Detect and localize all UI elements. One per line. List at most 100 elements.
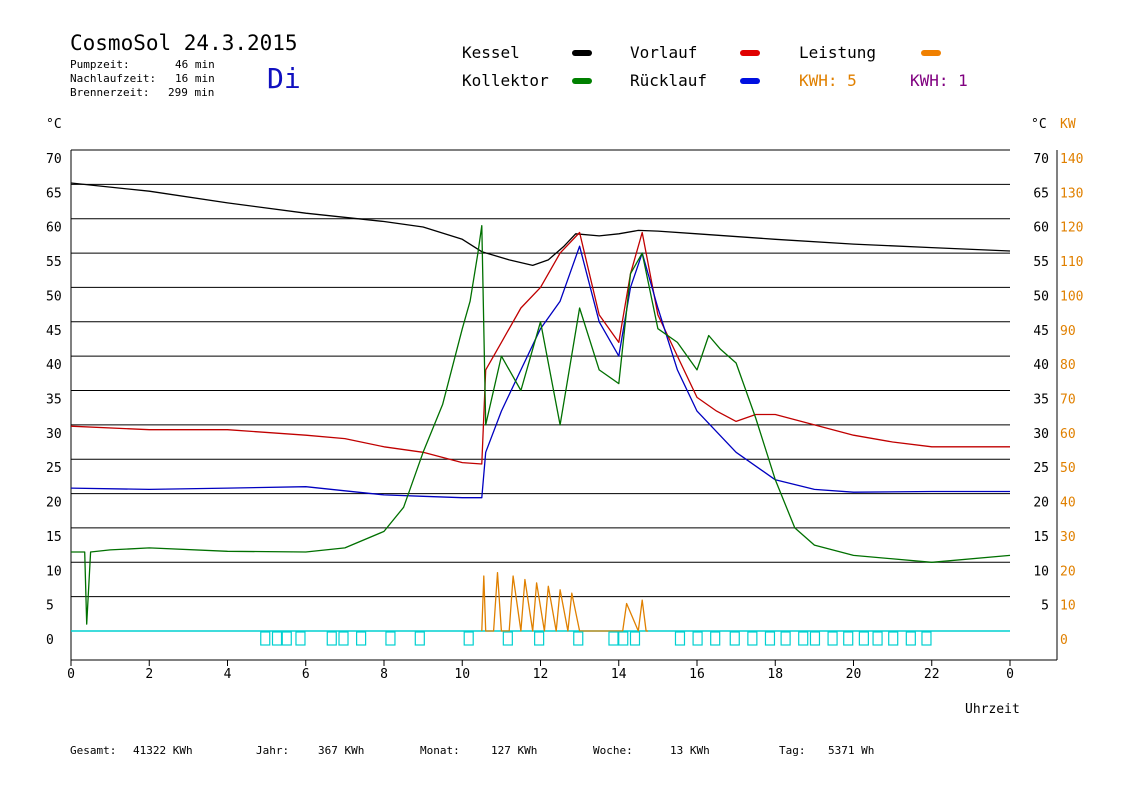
- legend-kwh-orange: KWH: 5: [799, 71, 857, 90]
- status-marker: [271, 631, 283, 646]
- footer-tag-label: Tag:: [779, 744, 806, 757]
- x-tick-label: 18: [767, 667, 783, 682]
- legend-leistung-swatch: [921, 50, 941, 56]
- status-marker: [326, 631, 337, 646]
- y-tick-label-left: 5: [46, 599, 54, 614]
- status-marker: [629, 631, 641, 646]
- y-tick-label-left: 55: [46, 255, 62, 270]
- status-marker: [710, 631, 721, 646]
- y-tick-label-left: 10: [46, 564, 62, 579]
- legend-kollektor-label: Kollektor: [462, 71, 549, 90]
- y-tick-label-right-c: 25: [1033, 461, 1049, 476]
- x-tick-label: 10: [454, 667, 470, 682]
- y-tick-label-right-c: 35: [1033, 393, 1049, 408]
- status-marker: [905, 631, 916, 646]
- axes: [70, 150, 1058, 666]
- status-marker: [260, 631, 271, 646]
- status-marker: [573, 631, 584, 646]
- y-tick-label-left: 45: [46, 324, 62, 339]
- x-axis-label: Uhrzeit: [965, 702, 1020, 717]
- status-marker: [729, 631, 740, 646]
- status-marker: [338, 631, 349, 646]
- y-tick-label-right-c: 10: [1033, 564, 1049, 579]
- status-marker: [502, 631, 513, 646]
- y-tick-label-right-c: 30: [1033, 427, 1049, 442]
- footer-gesamt-label: Gesamt:: [70, 744, 117, 757]
- y-tick-label-right-c: 50: [1033, 289, 1049, 304]
- grid-lines: [71, 149, 1010, 598]
- x-tick-label: 4: [224, 667, 232, 682]
- footer-jahr-label: Jahr:: [256, 744, 290, 757]
- status-marker: [356, 631, 367, 646]
- status-marker: [281, 631, 292, 646]
- y-tick-label-left: 40: [46, 358, 62, 373]
- legend-kessel-swatch: [572, 50, 592, 56]
- stat-label-nachlaufzeit: Nachlaufzeit:: [70, 72, 157, 85]
- y-tick-label-right-c: 20: [1033, 496, 1049, 511]
- footer-woche-label: Woche:: [593, 744, 633, 757]
- y-tick-label-left: 15: [46, 530, 62, 545]
- status-marker: [827, 631, 838, 646]
- stat-value-nachlaufzeit: 16 min: [175, 72, 215, 85]
- y-tick-label-right-kw: 100: [1060, 289, 1083, 304]
- x-tick-label: 20: [846, 667, 862, 682]
- y-tick-label-right-kw: 110: [1060, 255, 1083, 270]
- legend-kollektor-swatch: [572, 78, 592, 84]
- status-marker: [295, 631, 306, 646]
- y-tick-label-left: 35: [46, 393, 62, 408]
- x-tick-label: 12: [533, 667, 549, 682]
- y-tick-label-left: 50: [46, 289, 62, 304]
- weekday-label: Di: [267, 62, 301, 95]
- y-tick-label-right-c: 40: [1033, 358, 1049, 373]
- stat-label-brennerzeit: Brennerzeit:: [70, 86, 150, 99]
- series-line-kollektor: [71, 224, 1011, 625]
- y-tick-label-right-kw: 70: [1060, 393, 1076, 408]
- chart-title: CosmoSol 24.3.2015: [70, 31, 298, 55]
- y-tick-label-right-c: 65: [1033, 186, 1049, 201]
- y-tick-label-right-kw: 80: [1060, 358, 1076, 373]
- x-tick-label: 16: [689, 667, 705, 682]
- y-axis-right-unit-kw: KW: [1060, 117, 1076, 132]
- status-marker: [608, 631, 619, 646]
- x-tick-label: 0: [1006, 667, 1014, 682]
- y-tick-label-left: 20: [46, 496, 62, 511]
- y-tick-label-left: 60: [46, 221, 62, 236]
- footer-monat-value: 127 KWh: [491, 744, 538, 757]
- y-tick-label-right-kw: 40: [1060, 496, 1076, 511]
- legend-kwh-purple: KWH: 1: [910, 71, 968, 90]
- y-tick-label-right-c: 55: [1033, 255, 1049, 270]
- status-marker: [414, 631, 425, 646]
- x-tick-label: 6: [302, 667, 310, 682]
- status-marker: [463, 631, 474, 646]
- stat-value-brennerzeit: 299 min: [168, 86, 215, 99]
- y-tick-label-right-kw: 20: [1060, 564, 1076, 579]
- footer-jahr-value: 367 KWh: [318, 744, 365, 757]
- legend-leistung-label: Leistung: [799, 43, 877, 62]
- y-tick-label-left: 0: [46, 633, 54, 648]
- x-tick-label: 0: [67, 667, 75, 682]
- y-tick-label-right-kw: 130: [1060, 186, 1083, 201]
- y-tick-label-right-kw: 140: [1060, 152, 1083, 167]
- y-tick-label-right-kw: 50: [1060, 461, 1076, 476]
- y-tick-label-right-c: 60: [1033, 221, 1049, 236]
- y-tick-label-right-c: 15: [1033, 530, 1049, 545]
- footer-woche-value: 13 KWh: [670, 744, 710, 757]
- status-marker: [618, 631, 629, 646]
- y-tick-label-left: 25: [46, 461, 62, 476]
- x-tick-label: 8: [380, 667, 388, 682]
- series-line-vorlauf: [70, 231, 1010, 465]
- footer-gesamt-value: 41322 KWh: [133, 744, 193, 757]
- x-tick-label: 14: [611, 667, 627, 682]
- status-marker: [798, 631, 809, 646]
- status-marker: [888, 631, 899, 646]
- series-lines: [70, 182, 1011, 632]
- y-tick-label-left: 30: [46, 427, 62, 442]
- stat-value-pumpzeit: 46 min: [175, 58, 215, 71]
- status-marker: [843, 631, 854, 646]
- x-tick-label: 2: [145, 667, 153, 682]
- y-tick-label-left: 65: [46, 186, 62, 201]
- y-tick-label-right-kw: 0: [1060, 633, 1068, 648]
- x-tick-label: 22: [924, 667, 940, 682]
- status-marker: [747, 631, 758, 646]
